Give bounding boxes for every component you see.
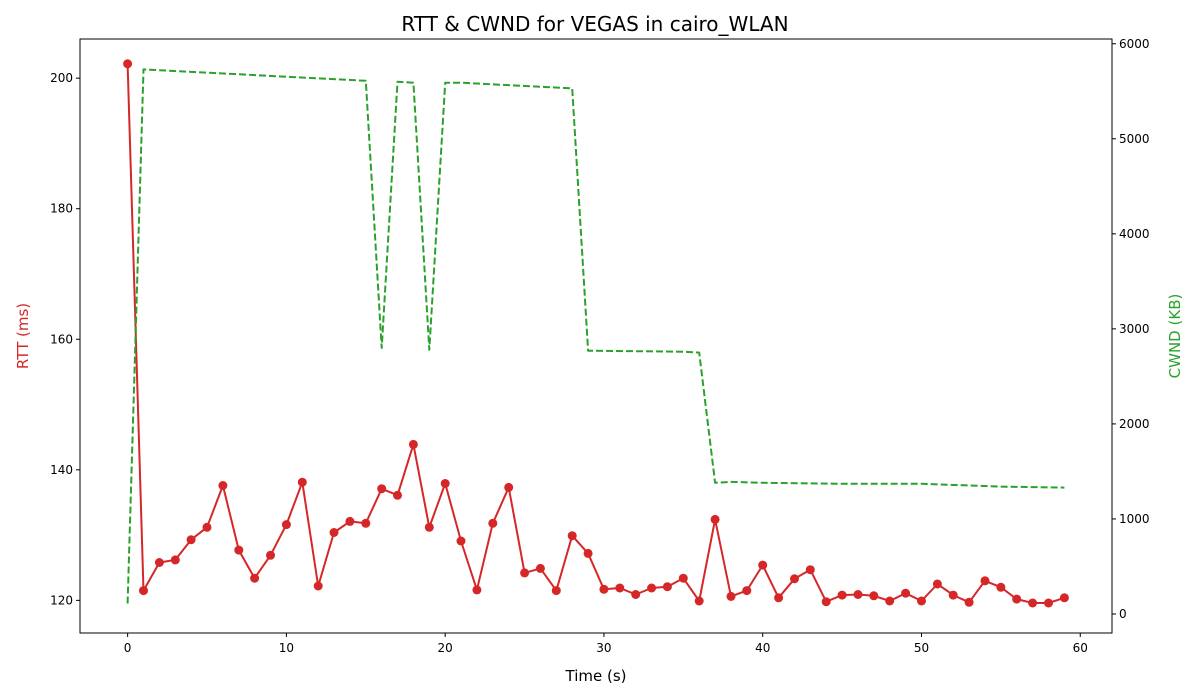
rtt-point	[551, 586, 561, 596]
rtt-point	[393, 490, 402, 500]
rtt-point	[615, 583, 625, 593]
rtt-point	[917, 596, 926, 606]
rtt-point	[123, 59, 133, 69]
x-tick-label: 10	[279, 641, 294, 655]
rtt-point	[250, 573, 260, 583]
rtt-point	[202, 522, 212, 532]
left-y-tick-label: 200	[50, 71, 73, 85]
plot-frame	[79, 38, 1113, 634]
rtt-point	[805, 565, 815, 575]
left-y-tick-label: 160	[50, 332, 73, 346]
left-y-tick-label: 140	[50, 463, 73, 477]
rtt-point	[440, 479, 450, 488]
left-y-tick-label: 120	[50, 593, 73, 607]
rtt-point	[774, 593, 784, 603]
rtt-point	[980, 576, 990, 586]
rtt-point	[662, 582, 672, 592]
rtt-point	[1028, 598, 1038, 608]
rtt-point	[472, 585, 482, 595]
rtt-point	[1012, 594, 1022, 604]
rtt-point	[837, 590, 847, 600]
right-y-tick-label: 2000	[1119, 417, 1150, 431]
rtt-point	[154, 558, 164, 567]
rtt-point	[408, 439, 418, 449]
rtt-point	[869, 591, 879, 601]
rtt-point	[821, 597, 831, 607]
rtt-point	[377, 484, 387, 494]
rtt-point	[297, 477, 307, 487]
x-tick-label: 30	[596, 641, 611, 655]
rtt-point	[647, 583, 657, 593]
right-y-tick-label: 1000	[1119, 512, 1150, 526]
x-tick-label: 20	[438, 641, 453, 655]
left-axis-title: RTT (ms)	[14, 303, 32, 369]
rtt-point	[234, 545, 244, 555]
rtt-point	[885, 596, 895, 606]
left-y-tick-label: 180	[50, 202, 73, 216]
x-tick-label: 40	[755, 641, 770, 655]
rtt-point	[996, 582, 1006, 592]
x-tick-label: 0	[124, 641, 132, 655]
cwnd-line	[126, 68, 1065, 604]
rtt-point	[758, 560, 768, 570]
rtt-point	[678, 573, 688, 583]
right-y-tick-label: 0	[1119, 607, 1127, 621]
rtt-point	[361, 518, 371, 528]
rtt-point	[901, 588, 911, 598]
rtt-point	[186, 535, 196, 545]
rtt-point	[329, 528, 339, 537]
rtt-point	[853, 590, 863, 599]
rtt-point	[964, 597, 974, 607]
rtt-point	[266, 550, 275, 560]
right-y-tick-label: 6000	[1119, 37, 1150, 51]
rtt-point	[281, 520, 291, 530]
rtt-point	[520, 568, 530, 578]
rtt-point	[504, 482, 514, 492]
x-tick-label: 60	[1073, 641, 1088, 655]
rtt-point	[932, 579, 942, 589]
right-y-tick-label: 3000	[1119, 322, 1150, 336]
rtt-point	[170, 555, 180, 565]
x-axis-title: Time (s)	[565, 667, 627, 685]
rtt-point	[313, 581, 323, 591]
rtt-point	[1044, 598, 1053, 608]
rtt-point	[631, 590, 641, 599]
rtt-point	[139, 586, 148, 596]
rtt-point	[456, 536, 466, 546]
rtt-point	[583, 548, 593, 558]
right-y-tick-label: 4000	[1119, 227, 1150, 241]
rtt-point	[948, 590, 958, 600]
rtt-point	[710, 514, 720, 524]
rtt-point	[488, 518, 498, 528]
right-y-tick-label: 5000	[1119, 132, 1150, 146]
rtt-point	[599, 584, 609, 594]
rtt-point	[742, 586, 752, 596]
rtt-point	[694, 596, 704, 606]
rtt-point	[1059, 593, 1069, 603]
rtt-point	[790, 574, 799, 584]
rtt-point	[218, 481, 228, 490]
rtt-point	[345, 516, 355, 526]
rtt-point	[567, 531, 577, 541]
rtt-point	[726, 591, 736, 601]
rtt-point	[424, 522, 434, 532]
rtt-point	[535, 563, 545, 573]
x-tick-label: 50	[914, 641, 929, 655]
rtt-line	[126, 63, 1065, 604]
right-axis-title: CWND (KB)	[1166, 294, 1184, 379]
chart-title: RTT & CWND for VEGAS in cairo_WLAN	[401, 12, 788, 36]
